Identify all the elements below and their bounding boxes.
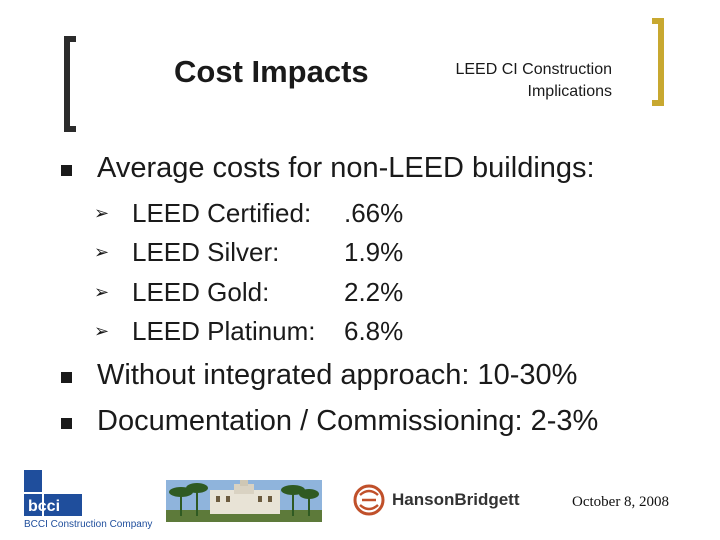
arrow-bullet-icon: ➢ — [94, 321, 110, 341]
sub-bullet-value: 2.2% — [344, 277, 404, 307]
bullet-integrated-approach: Without integrated approach: 10-30% — [97, 359, 578, 391]
sub-bullet-value: 1.9% — [344, 237, 404, 267]
subtitle-line-1: LEED CI Construction — [455, 61, 612, 78]
bcci-logo-text: bcci — [28, 498, 60, 515]
slide-date: October 8, 2008 — [572, 494, 670, 510]
arrow-bullet-icon: ➢ — [94, 242, 110, 262]
arrow-bullet-icon: ➢ — [94, 282, 110, 302]
sub-bullet-label: LEED Silver: — [132, 237, 280, 267]
building-photo — [166, 480, 322, 522]
left-bracket-decoration — [64, 36, 76, 132]
sub-bullet-value: 6.8% — [344, 316, 404, 346]
sub-bullet-label: LEED Platinum: — [132, 316, 316, 346]
bullet-documentation: Documentation / Commissioning: 2-3% — [97, 405, 599, 437]
bcci-company-name: BCCI Construction Company — [24, 519, 153, 530]
right-bracket-decoration — [652, 18, 664, 106]
hanson-bridgett-logo-icon — [352, 483, 386, 522]
bullet-square-icon — [61, 165, 72, 176]
slide-subtitle: LEED CI Construction Implications — [430, 59, 612, 103]
sub-bullet-label: LEED Gold: — [132, 277, 270, 307]
sub-bullet-label: LEED Certified: — [132, 198, 312, 228]
bullet-square-icon — [61, 372, 72, 383]
hanson-bridgett-name: HansonBridgett — [392, 490, 520, 509]
subtitle-line-2: Implications — [527, 83, 612, 100]
bcci-logo: bcci — [24, 470, 84, 523]
bullet-average-costs: Average costs for non-LEED buildings: — [97, 152, 595, 184]
sub-bullet-value: .66% — [344, 198, 404, 228]
bullet-square-icon — [61, 418, 72, 429]
slide-title: Cost Impacts — [174, 54, 369, 89]
arrow-bullet-icon: ➢ — [94, 203, 110, 223]
